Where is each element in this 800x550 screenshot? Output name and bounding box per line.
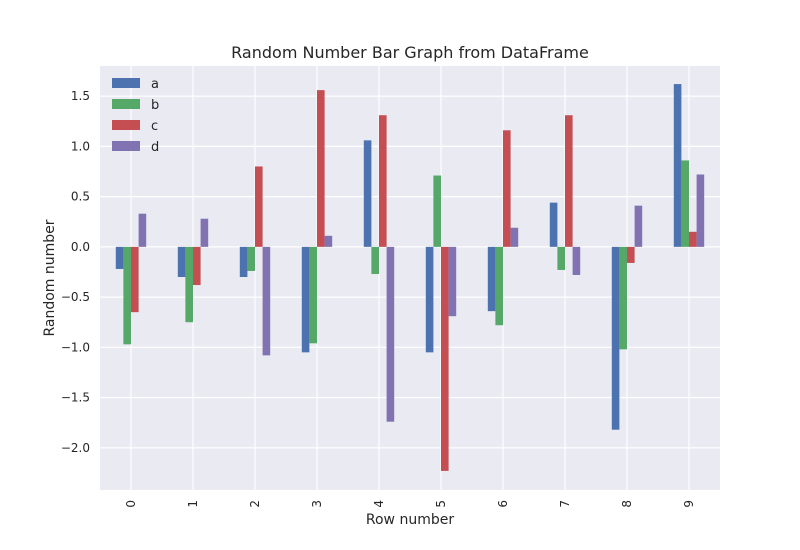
bar-d-4 (386, 246, 395, 422)
bar-b-7 (557, 246, 565, 270)
bar-c-3 (317, 90, 325, 247)
bar-c-2 (255, 166, 263, 247)
x-tick-label: 7 (558, 500, 572, 508)
x-tick-label: 5 (434, 500, 448, 508)
legend-swatch-d (112, 141, 140, 151)
x-tick-label: 8 (620, 500, 634, 508)
legend-label-b: b (151, 98, 159, 113)
y-tick-label: 1.5 (71, 89, 90, 103)
x-tick-label: 4 (372, 500, 386, 508)
bars (115, 84, 705, 471)
bar-b-1 (185, 246, 193, 323)
y-tick-label: −0.5 (61, 290, 90, 304)
bar-d-8 (634, 205, 643, 247)
bar-b-5 (433, 175, 441, 247)
bar-d-7 (572, 246, 581, 275)
legend-label-c: c (151, 119, 158, 134)
y-tick-label: −1.5 (61, 391, 90, 405)
y-tick-label: −1.0 (61, 340, 90, 354)
y-tick-label: 1.0 (71, 139, 90, 153)
bar-a-6 (487, 246, 496, 312)
y-axis-label: Random number (42, 219, 58, 336)
bar-a-3 (301, 246, 310, 353)
x-tick-label: 0 (124, 500, 138, 508)
bar-a-1 (177, 246, 186, 277)
bar-c-8 (627, 246, 635, 263)
bar-d-0 (138, 213, 147, 247)
x-tick-label: 1 (186, 500, 200, 508)
bar-a-2 (239, 246, 248, 277)
bar-b-6 (495, 246, 503, 326)
bar-d-6 (510, 227, 519, 247)
bar-c-9 (689, 231, 697, 247)
x-tick-label: 3 (310, 500, 324, 508)
bar-d-1 (200, 218, 209, 247)
bar-a-5 (425, 246, 434, 353)
bar-c-4 (379, 115, 387, 247)
bar-c-6 (503, 130, 511, 247)
legend-label-a: a (151, 77, 159, 92)
bar-c-1 (193, 246, 201, 286)
bar-b-3 (309, 246, 317, 344)
x-axis-label: Row number (366, 512, 454, 528)
bar-a-0 (115, 246, 124, 269)
y-tick-label: 0.0 (71, 240, 90, 254)
bar-c-0 (131, 246, 139, 313)
bar-d-3 (324, 235, 333, 247)
x-axis-ticks: 0 1 2 3 4 5 6 7 8 9 (124, 500, 696, 508)
bar-b-8 (619, 246, 627, 350)
legend-swatch-a (112, 78, 140, 88)
bar-a-4 (363, 140, 372, 247)
y-axis-ticks: −2.0 −1.5 −1.0 −0.5 0.0 0.5 1.0 1.5 (61, 89, 90, 455)
bar-d-5 (448, 246, 457, 317)
legend-label-d: d (151, 140, 159, 155)
bar-c-7 (565, 115, 573, 247)
chart-title: Random Number Bar Graph from DataFrame (231, 43, 589, 62)
legend-swatch-c (112, 120, 140, 130)
bar-b-4 (371, 246, 379, 274)
legend-swatch-b (112, 99, 140, 109)
x-tick-label: 2 (248, 500, 262, 508)
bar-d-9 (696, 174, 705, 247)
x-tick-label: 6 (496, 500, 510, 508)
y-tick-label: 0.5 (71, 190, 90, 204)
y-tick-label: −2.0 (61, 441, 90, 455)
bar-d-2 (262, 246, 271, 356)
bar-b-9 (681, 160, 689, 247)
bar-b-2 (247, 246, 255, 271)
bar-a-7 (549, 202, 558, 247)
bar-a-8 (611, 246, 620, 430)
bar-b-0 (123, 246, 131, 345)
x-tick-label: 9 (682, 500, 696, 508)
bar-a-9 (673, 84, 682, 247)
bar-c-5 (441, 246, 449, 471)
